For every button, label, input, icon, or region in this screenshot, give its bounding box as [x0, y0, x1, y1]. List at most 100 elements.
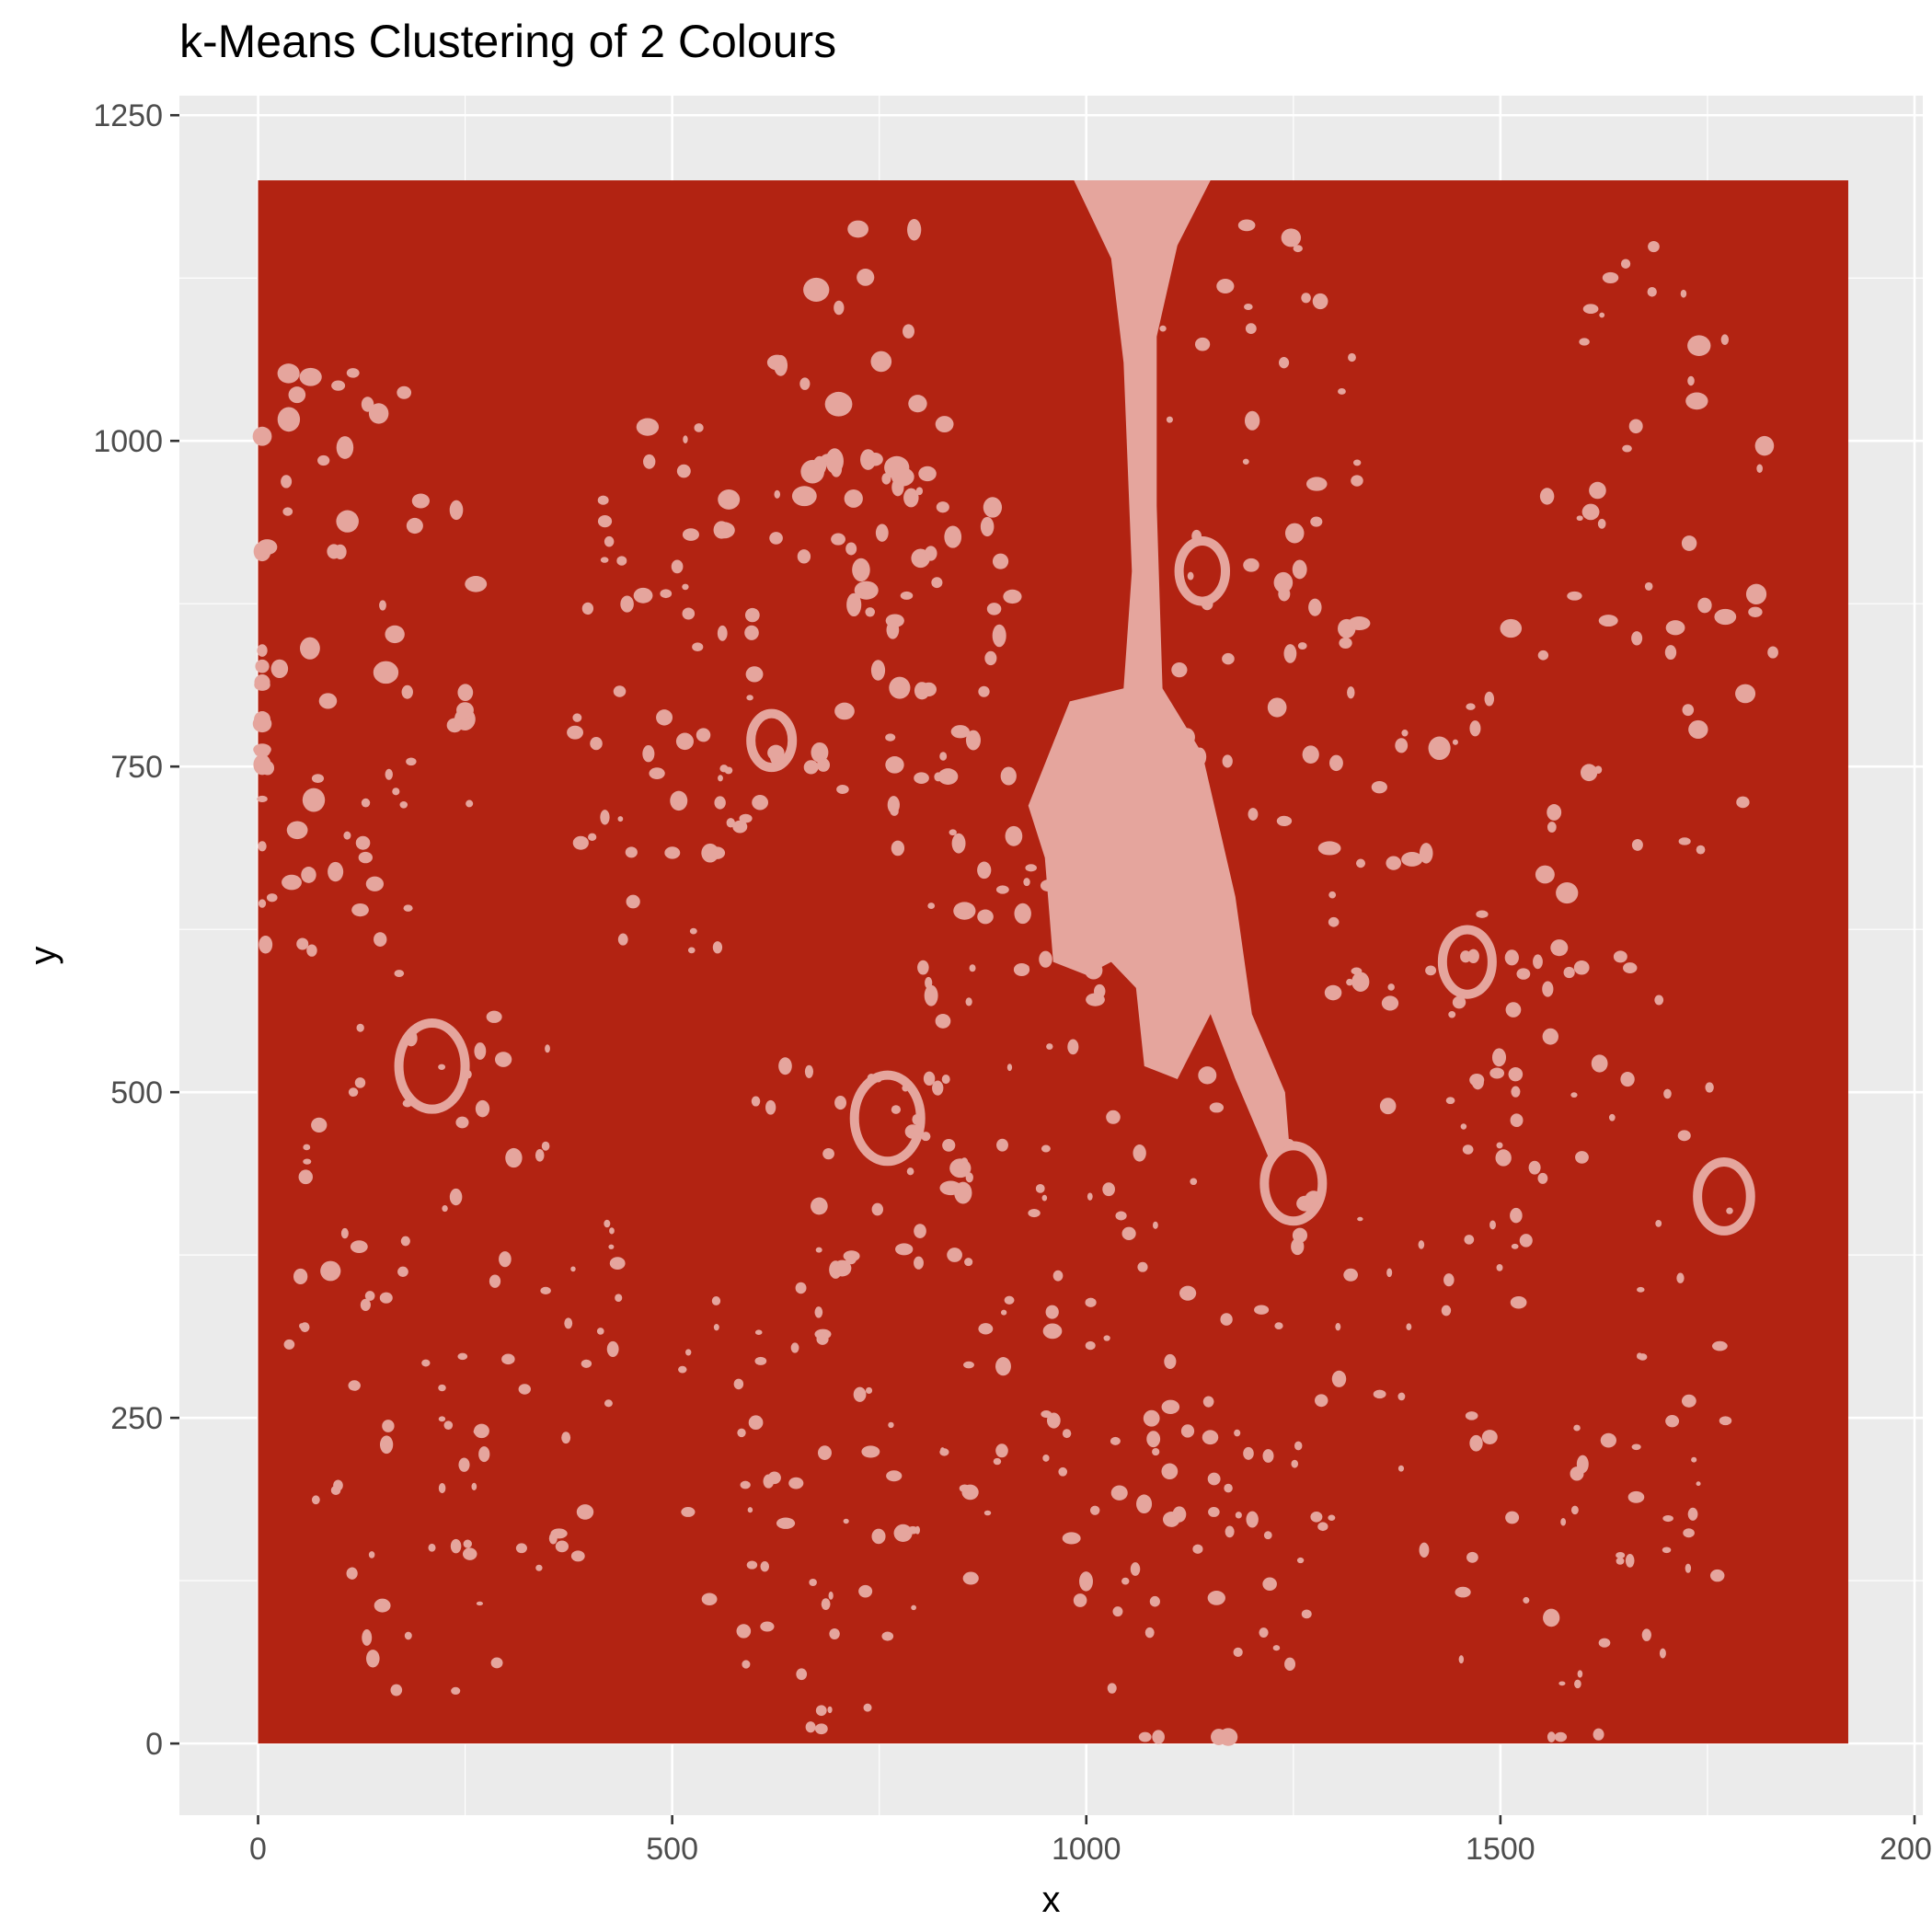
cluster-2-spot — [1152, 1221, 1158, 1229]
cluster-2-spot — [953, 902, 976, 920]
cluster-2-spot — [875, 523, 889, 542]
cluster-2-spot — [494, 1052, 512, 1067]
cluster-2-spot — [1419, 1542, 1430, 1558]
cluster-2-spot — [1297, 642, 1307, 650]
cluster-2-spot — [1469, 1434, 1483, 1452]
cluster-2-spot — [1508, 1066, 1524, 1082]
cluster-2-spot — [977, 909, 994, 925]
cluster-2-spot — [821, 1598, 831, 1611]
cluster-2-spot — [1062, 1532, 1081, 1545]
cluster-2-spot — [277, 363, 300, 384]
cluster-2-spot — [1466, 1551, 1478, 1563]
cluster-2-spot — [907, 218, 922, 241]
cluster-2-spot — [1647, 286, 1657, 297]
cluster-2-spot — [696, 728, 711, 742]
cluster-2-spot — [1133, 1144, 1146, 1162]
cluster-2-spot — [535, 1564, 543, 1571]
cluster-2-spot — [1312, 293, 1328, 310]
cluster-2-ring — [849, 1070, 926, 1167]
cluster-2-spot — [844, 489, 863, 508]
cluster-2-spot — [717, 625, 728, 641]
cluster-2-spot — [450, 1538, 462, 1554]
cluster-2-spot — [1719, 1416, 1732, 1426]
cluster-2-spot — [258, 899, 267, 908]
cluster-2-spot — [978, 1323, 994, 1335]
cluster-2-spot — [1687, 335, 1711, 357]
cluster-2-spot — [550, 1528, 568, 1539]
cluster-2-spot — [270, 659, 289, 678]
y-tick-label: 500 — [110, 1075, 163, 1110]
cluster-2-spot — [718, 775, 723, 782]
cluster-2-spot — [499, 1251, 512, 1268]
cluster-2-spot — [865, 1386, 873, 1395]
cluster-2-spot — [1023, 878, 1030, 887]
cluster-2-spot — [406, 757, 417, 766]
cluster-2-spot — [927, 903, 936, 910]
y-axis-label: y — [23, 947, 63, 965]
cluster-2-spot — [449, 1188, 463, 1206]
cluster-2-spot — [940, 1447, 945, 1454]
cluster-2-spot — [1041, 1194, 1048, 1202]
cluster-2-spot — [746, 1560, 758, 1570]
cluster-2-spot — [1441, 1305, 1452, 1317]
cluster-2-spot — [1351, 972, 1370, 992]
cluster-2-spot — [1292, 559, 1307, 580]
cluster-2-spot — [438, 1416, 446, 1422]
cluster-2-spot — [824, 391, 853, 417]
cluster-2-spot — [1505, 1002, 1522, 1018]
cluster-2-spot — [891, 467, 914, 487]
cluster-2-ring — [1693, 1156, 1755, 1236]
cluster-2-spot — [540, 1286, 551, 1294]
cluster-2-spot — [1682, 704, 1695, 717]
cluster-1-region — [258, 180, 1848, 1744]
cluster-2-spot — [475, 1099, 490, 1118]
cluster-2-spot — [1464, 1235, 1475, 1245]
cluster-2-spot — [870, 351, 892, 373]
cluster-2-spot — [1636, 1352, 1643, 1360]
cluster-2-spot — [1207, 1472, 1221, 1486]
cluster-2-spot — [682, 583, 689, 591]
cluster-2-spot — [1263, 1531, 1272, 1540]
cluster-2-spot — [834, 702, 855, 720]
cluster-2-spot — [1373, 1389, 1386, 1399]
cluster-2-spot — [1216, 1732, 1232, 1742]
cluster-2-spot — [925, 546, 937, 561]
cluster-2-spot — [476, 1601, 483, 1606]
cluster-2-spot — [903, 488, 919, 508]
cluster-2-spot — [1401, 729, 1409, 737]
cluster-2-spot — [1460, 1123, 1467, 1130]
cluster-2-spot — [366, 1650, 380, 1668]
cluster-2-spot — [358, 851, 373, 864]
cluster-2-spot — [769, 532, 783, 545]
cluster-2-spot — [1348, 352, 1356, 362]
cluster-2-spot — [843, 1518, 849, 1524]
cluster-2-spot — [822, 1147, 834, 1160]
cluster-2-spot — [1665, 620, 1685, 636]
cluster-2-spot — [1379, 1098, 1397, 1115]
cluster-2-spot — [254, 711, 271, 728]
cluster-2-spot — [1648, 240, 1660, 253]
cluster-2-spot — [281, 475, 293, 489]
cluster-2-spot — [1121, 1226, 1136, 1240]
cluster-2-spot — [1243, 1446, 1254, 1460]
cluster-2-ring — [394, 1018, 470, 1114]
cluster-2-spot — [1641, 1628, 1651, 1641]
cluster-2-spot — [1580, 764, 1598, 782]
cluster-2-spot — [564, 1317, 573, 1329]
cluster-2-spot — [829, 1260, 843, 1279]
cluster-2-spot — [769, 748, 781, 765]
cluster-2-spot — [588, 833, 597, 841]
cluster-2-spot — [936, 501, 949, 513]
cluster-2-spot — [1192, 1544, 1203, 1554]
cluster-2-spot — [1310, 1511, 1323, 1523]
cluster-2-spot — [1745, 583, 1767, 605]
cluster-2-spot — [597, 514, 613, 528]
cluster-2-spot — [1028, 1209, 1041, 1218]
cluster-2-spot — [259, 936, 273, 954]
cluster-2-spot — [1035, 1183, 1045, 1193]
cluster-2-spot — [885, 614, 904, 627]
cluster-2-spot — [1681, 1394, 1696, 1408]
cluster-2-spot — [1469, 720, 1481, 737]
cluster-2-spot — [924, 984, 938, 1006]
cluster-2-spot — [1576, 1455, 1589, 1474]
